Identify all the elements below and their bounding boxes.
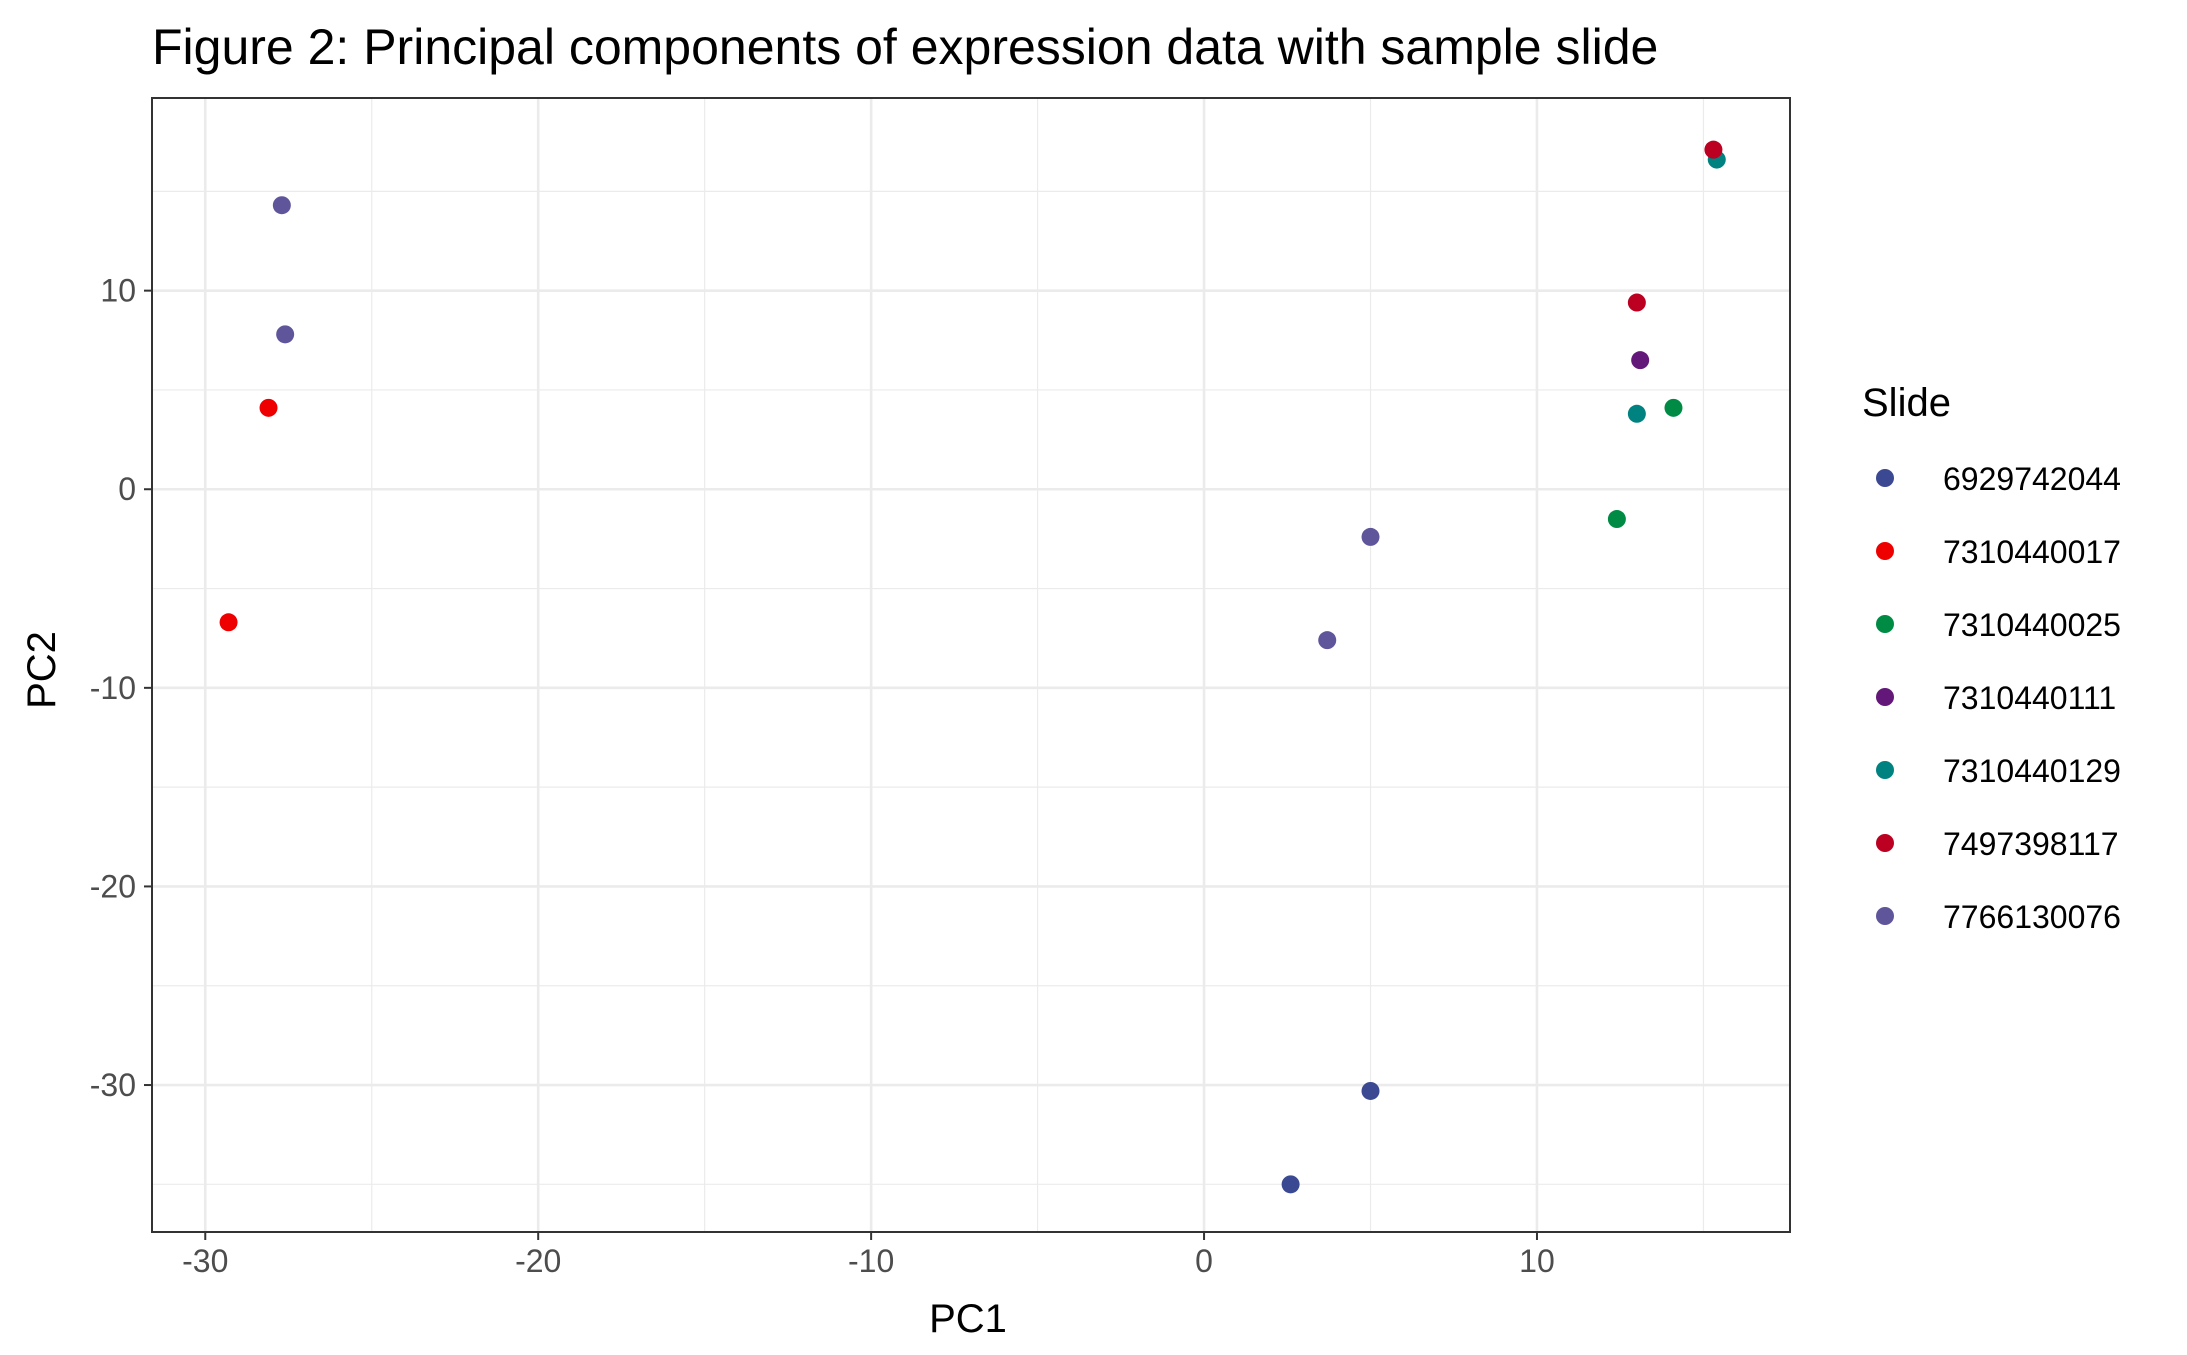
plot-panel: -30 -20 -10 0 10 -30 -20 -10 0 10 [90,97,1791,1279]
x-tick-label: 10 [1519,1243,1555,1279]
legend-label: 6929742044 [1943,461,2121,497]
legend-key [1876,615,1894,633]
y-axis-title: PC2 [20,631,64,709]
y-tick-label: 10 [100,273,136,309]
legend-key [1876,907,1894,925]
y-tick-label: -20 [90,868,136,904]
data-point [1704,140,1723,159]
x-tick-label: 0 [1195,1243,1213,1279]
data-point [1361,1081,1380,1100]
legend-key [1876,469,1894,487]
y-tick-label: -30 [90,1067,136,1103]
plot-border [151,97,1791,1233]
x-tick-label: -30 [182,1243,228,1279]
legend-key [1876,542,1894,560]
legend-label: 7310440129 [1943,753,2121,789]
data-point [1664,398,1683,417]
legend-label: 7766130076 [1943,899,2121,935]
data-point [1631,351,1650,370]
y-tick-label: -10 [90,670,136,706]
legend-key [1876,834,1894,852]
plot-background [152,98,1790,1232]
legend-key [1876,688,1894,706]
data-point [1361,527,1380,546]
data-point [219,613,238,632]
legend-label: 7310440111 [1943,680,2116,716]
legend: Slide 6929742044 7310440017 7310440025 7310… [1862,381,2121,935]
data-point [276,325,295,344]
data-point [1281,1175,1300,1194]
chart-title: Figure 2: Principal components of expres… [152,19,1658,75]
legend-label: 7497398117 [1943,826,2119,862]
x-axis-title: PC1 [929,1297,1007,1341]
data-point [1627,404,1646,423]
data-point [259,398,278,417]
legend-key [1876,761,1894,779]
data-point [1607,510,1626,529]
legend-label: 7310440025 [1943,607,2121,643]
x-tick-label: -10 [848,1243,894,1279]
data-point [272,196,291,215]
data-point [1318,631,1337,650]
data-point [1627,293,1646,312]
y-tick-label: 0 [118,471,136,507]
legend-label: 7310440017 [1943,534,2121,570]
x-tick-label: -20 [515,1243,561,1279]
legend-title: Slide [1862,381,1951,425]
